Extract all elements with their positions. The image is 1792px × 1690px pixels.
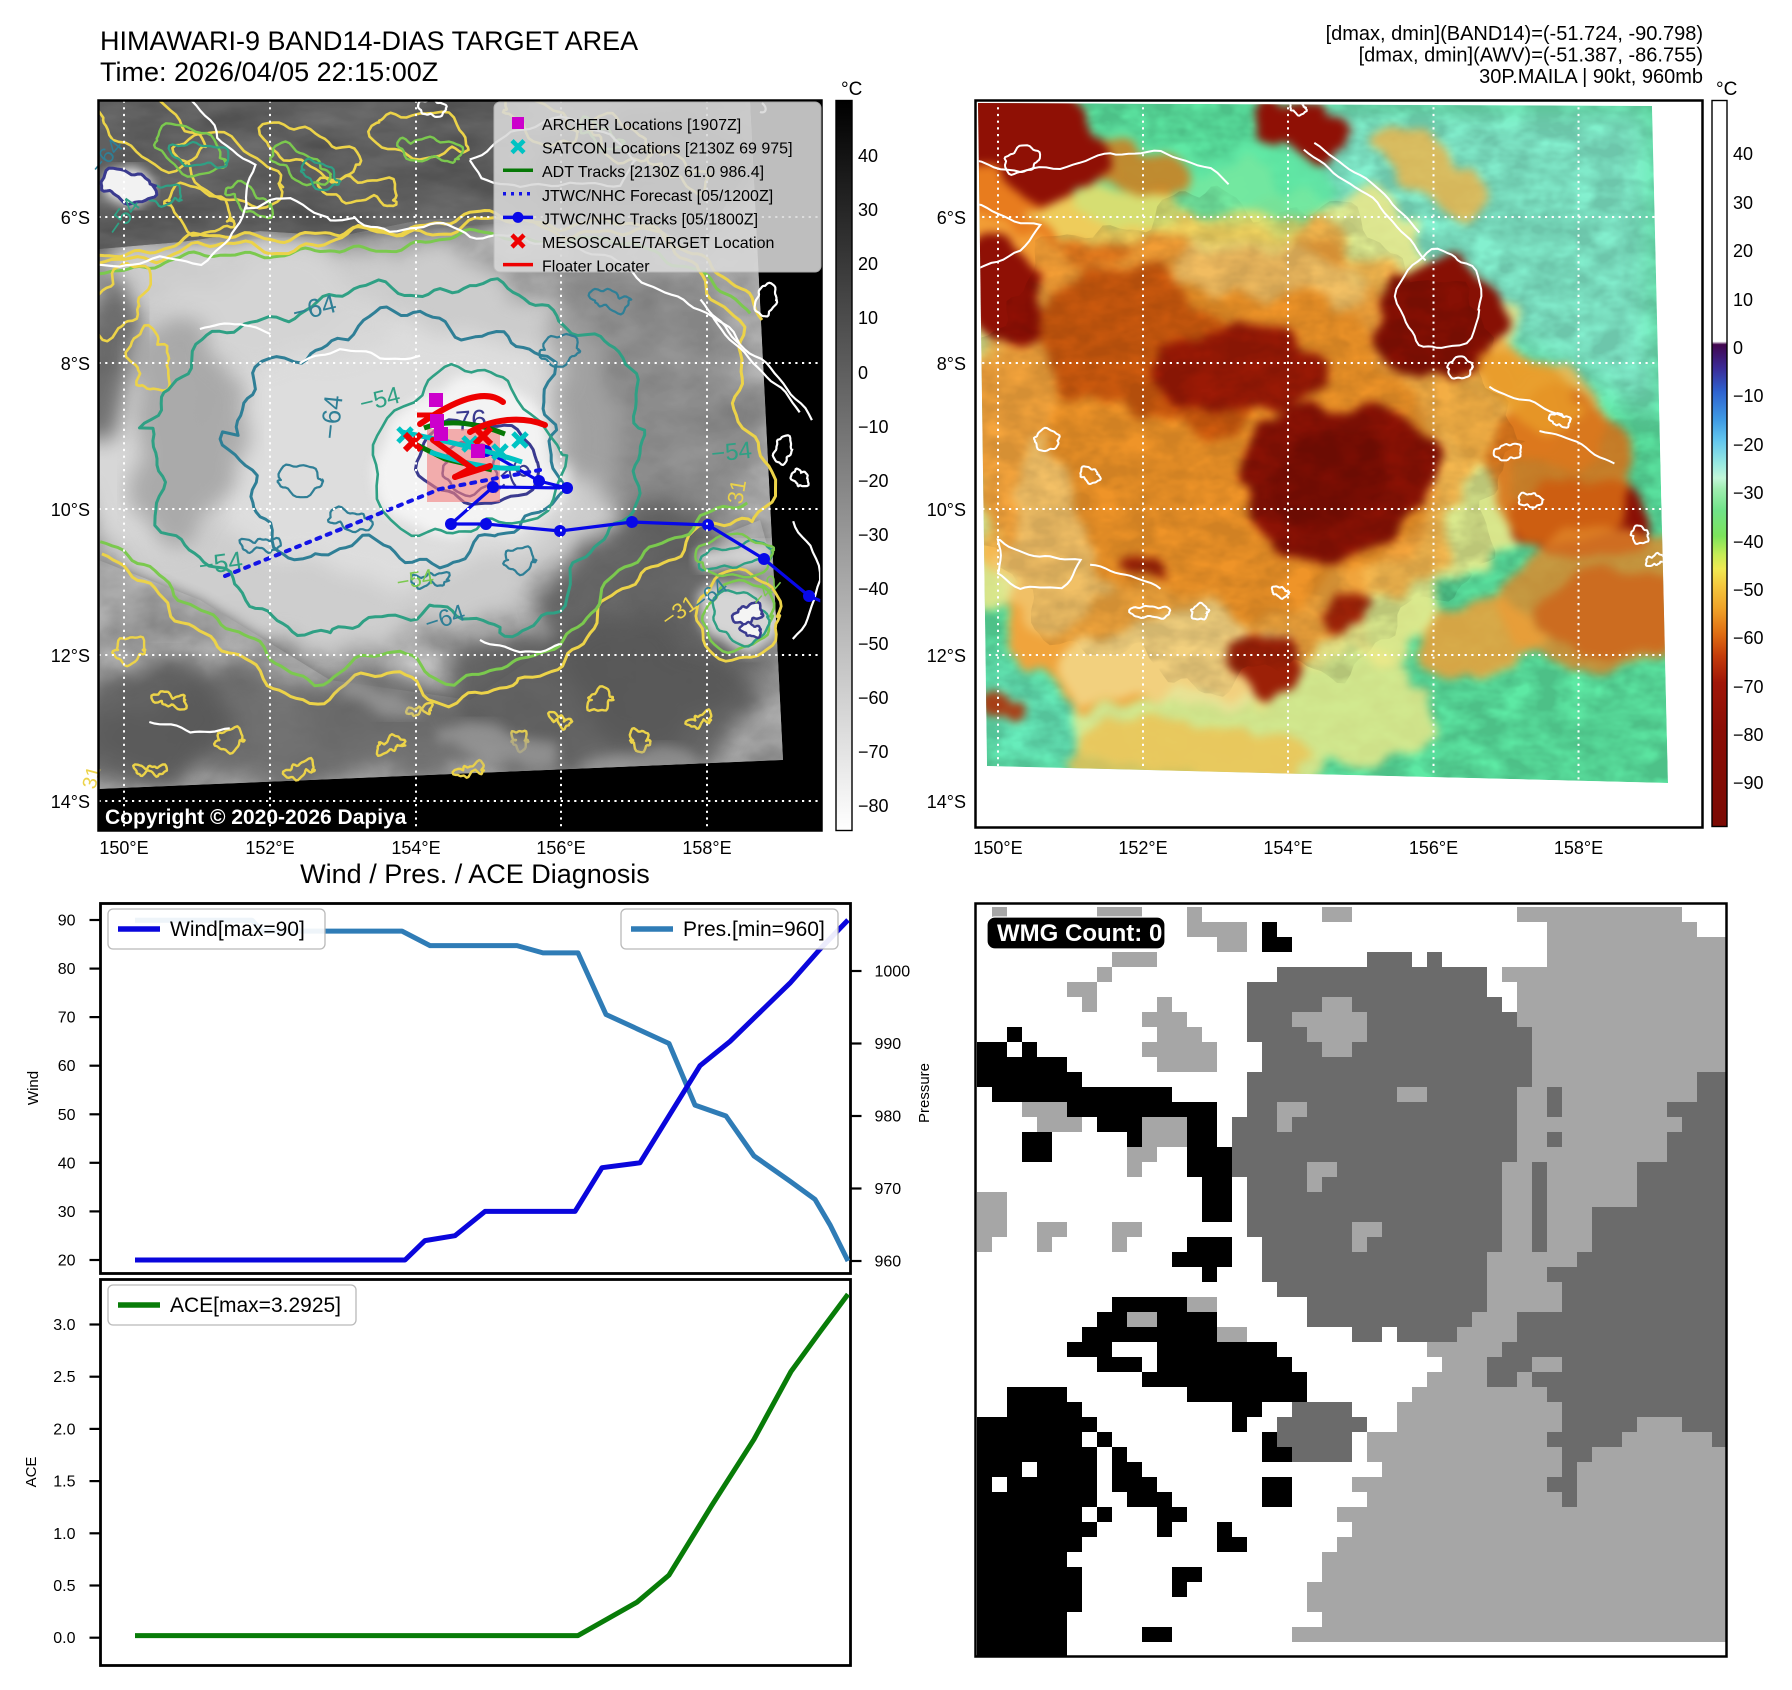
svg-text:ARCHER Locations [1907Z]: ARCHER Locations [1907Z] — [542, 117, 741, 134]
svg-text:−70: −70 — [1733, 677, 1764, 697]
svg-text:−60: −60 — [858, 688, 889, 708]
svg-text:14°S: 14°S — [927, 792, 966, 812]
svg-text:60: 60 — [58, 1058, 76, 1075]
svg-text:°C: °C — [1716, 79, 1737, 100]
svg-text:14°S: 14°S — [51, 792, 90, 812]
svg-text:−20: −20 — [1733, 435, 1764, 455]
svg-text:8°S: 8°S — [937, 354, 966, 374]
svg-text:−40: −40 — [858, 579, 889, 599]
svg-text:−90: −90 — [1733, 773, 1764, 793]
svg-text:980: 980 — [875, 1109, 902, 1126]
svg-text:1.5: 1.5 — [53, 1474, 75, 1491]
svg-text:30: 30 — [1733, 193, 1753, 213]
svg-text:−54: −54 — [710, 437, 753, 468]
svg-text:[dmax, dmin](AWV)=(-51.387, -8: [dmax, dmin](AWV)=(-51.387, -86.755) — [1359, 45, 1703, 67]
svg-text:1000: 1000 — [875, 964, 911, 981]
svg-text:SATCON Locations [2130Z 69 975: SATCON Locations [2130Z 69 975] — [542, 141, 793, 158]
svg-text:−10: −10 — [1733, 386, 1764, 406]
svg-text:8°S: 8°S — [61, 354, 90, 374]
svg-text:152°E: 152°E — [1118, 838, 1167, 858]
svg-text:70: 70 — [58, 1010, 76, 1027]
svg-text:12°S: 12°S — [51, 646, 90, 666]
svg-text:152°E: 152°E — [245, 838, 294, 858]
svg-text:−30: −30 — [858, 525, 889, 545]
svg-text:Wind[max=90]: Wind[max=90] — [170, 918, 305, 941]
svg-text:10°S: 10°S — [927, 500, 966, 520]
svg-text:1.0: 1.0 — [53, 1526, 75, 1543]
svg-text:HIMAWARI-9 BAND14-DIAS TARGET: HIMAWARI-9 BAND14-DIAS TARGET AREA — [100, 26, 638, 56]
svg-text:0: 0 — [1733, 338, 1743, 358]
svg-text:Wind / Pres. / ACE Diagnosis: Wind / Pres. / ACE Diagnosis — [300, 859, 650, 889]
svg-text:ACE: ACE — [23, 1457, 40, 1488]
svg-text:990: 990 — [875, 1036, 902, 1053]
svg-text:2.5: 2.5 — [53, 1369, 75, 1386]
svg-text:−40: −40 — [1733, 532, 1764, 552]
svg-text:6°S: 6°S — [937, 208, 966, 228]
svg-text:−50: −50 — [1733, 580, 1764, 600]
svg-text:30P.MAILA | 90kt, 960mb: 30P.MAILA | 90kt, 960mb — [1479, 66, 1703, 88]
svg-text:0: 0 — [858, 363, 868, 383]
svg-text:10: 10 — [1733, 290, 1753, 310]
svg-text:156°E: 156°E — [1409, 838, 1458, 858]
svg-text:Wind: Wind — [25, 1071, 42, 1105]
svg-text:−80: −80 — [858, 796, 889, 816]
svg-text:−20: −20 — [858, 471, 889, 491]
svg-text:154°E: 154°E — [391, 838, 440, 858]
svg-text:40: 40 — [58, 1155, 76, 1172]
svg-text:−70: −70 — [858, 742, 889, 762]
svg-text:30: 30 — [858, 200, 878, 220]
svg-text:970: 970 — [875, 1181, 902, 1198]
svg-text:50: 50 — [58, 1107, 76, 1124]
svg-text:JTWC/NHC Tracks [05/1800Z]: JTWC/NHC Tracks [05/1800Z] — [542, 211, 758, 228]
svg-text:20: 20 — [58, 1253, 76, 1270]
svg-text:30: 30 — [58, 1204, 76, 1221]
svg-text:−80: −80 — [1733, 725, 1764, 745]
svg-text:Copyright © 2020-2026 Dapiya: Copyright © 2020-2026 Dapiya — [105, 806, 407, 829]
svg-text:ACE[max=3.2925]: ACE[max=3.2925] — [170, 1294, 341, 1317]
svg-text:154°E: 154°E — [1263, 838, 1312, 858]
svg-text:−60: −60 — [1733, 628, 1764, 648]
svg-text:156°E: 156°E — [536, 838, 585, 858]
svg-text:90: 90 — [58, 913, 76, 930]
svg-text:°C: °C — [841, 79, 862, 100]
svg-text:31: 31 — [722, 477, 751, 505]
svg-text:JTWC/NHC Forecast [05/1200Z]: JTWC/NHC Forecast [05/1200Z] — [542, 188, 773, 205]
svg-text:0.5: 0.5 — [53, 1578, 75, 1595]
svg-text:Floater Locater: Floater Locater — [542, 259, 650, 276]
svg-text:−30: −30 — [1733, 483, 1764, 503]
svg-text:WMG Count: 0: WMG Count: 0 — [997, 920, 1162, 947]
svg-text:158°E: 158°E — [682, 838, 731, 858]
svg-text:Pressure: Pressure — [916, 1063, 933, 1123]
svg-text:12°S: 12°S — [927, 646, 966, 666]
svg-text:−64: −64 — [314, 394, 348, 441]
svg-text:10: 10 — [858, 308, 878, 328]
svg-text:Pres.[min=960]: Pres.[min=960] — [683, 918, 825, 941]
svg-text:150°E: 150°E — [973, 838, 1022, 858]
svg-text:40: 40 — [1733, 144, 1753, 164]
svg-text:20: 20 — [1733, 241, 1753, 261]
svg-text:150°E: 150°E — [99, 838, 148, 858]
svg-text:40: 40 — [858, 146, 878, 166]
svg-text:6°S: 6°S — [61, 208, 90, 228]
svg-text:−10: −10 — [858, 417, 889, 437]
svg-text:ADT Tracks [2130Z 61.0 986.4]: ADT Tracks [2130Z 61.0 986.4] — [542, 164, 764, 181]
svg-text:[dmax, dmin](BAND14)=(-51.724,: [dmax, dmin](BAND14)=(-51.724, -90.798) — [1326, 23, 1703, 45]
svg-text:2.0: 2.0 — [53, 1421, 75, 1438]
svg-text:3.0: 3.0 — [53, 1317, 75, 1334]
svg-text:MESOSCALE/TARGET Location: MESOSCALE/TARGET Location — [542, 235, 774, 252]
svg-text:158°E: 158°E — [1554, 838, 1603, 858]
svg-text:−54: −54 — [197, 545, 245, 581]
svg-text:960: 960 — [875, 1254, 902, 1271]
svg-text:0.0: 0.0 — [53, 1630, 75, 1647]
svg-text:Time: 2026/04/05 22:15:00Z: Time: 2026/04/05 22:15:00Z — [100, 57, 438, 87]
svg-text:10°S: 10°S — [51, 500, 90, 520]
svg-text:20: 20 — [858, 254, 878, 274]
svg-text:80: 80 — [58, 961, 76, 978]
svg-text:−50: −50 — [858, 634, 889, 654]
